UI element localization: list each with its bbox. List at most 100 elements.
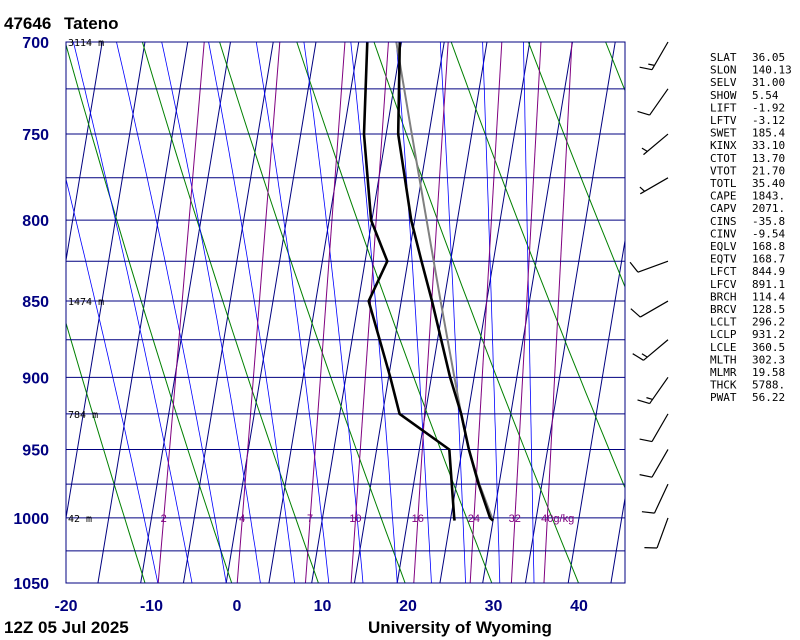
index-value: 844.9 bbox=[752, 265, 785, 278]
wind-barb-half-flag bbox=[648, 63, 655, 66]
mixing-ratio-label: 10 bbox=[349, 513, 361, 525]
moist-adiabat-line bbox=[255, 42, 330, 583]
index-label: CINS bbox=[710, 215, 737, 228]
isotherm-line bbox=[182, 42, 274, 583]
height-labels: 3114 m 1474 m 784 m 42 m bbox=[68, 38, 104, 525]
wind-barb-staff bbox=[637, 260, 669, 273]
index-value: 296.2 bbox=[752, 316, 785, 329]
mixing-ratio-line bbox=[543, 42, 573, 583]
mixing-ratio-label: 40g/kg bbox=[541, 513, 574, 525]
index-value: 31.00 bbox=[752, 76, 785, 89]
wind-barb bbox=[639, 41, 669, 71]
index-value: -3.12 bbox=[752, 114, 785, 127]
date-label: 12Z 05 Jul 2025 bbox=[4, 618, 129, 637]
index-value: 140.13 bbox=[752, 64, 792, 77]
moist-adiabat-line bbox=[303, 42, 364, 583]
index-label: MLTH bbox=[710, 353, 737, 366]
wind-barb bbox=[644, 517, 669, 549]
index-label: LCLP bbox=[710, 328, 737, 341]
sounding-profiles bbox=[362, 42, 495, 522]
isotherm-line bbox=[567, 237, 625, 583]
index-value: 185.4 bbox=[752, 127, 785, 140]
index-value: 168.8 bbox=[752, 240, 785, 253]
index-label: SLAT bbox=[710, 51, 737, 64]
isotherm-line bbox=[0, 42, 17, 583]
wind-barb-staff bbox=[643, 133, 669, 156]
index-label: KINX bbox=[710, 139, 737, 152]
pressure-axis-labels: 700 750 800 850 900 950 1000 1050 bbox=[13, 35, 49, 593]
wind-barb-flag bbox=[637, 399, 650, 405]
index-label: SELV bbox=[710, 76, 737, 89]
index-label: LCLT bbox=[710, 316, 737, 329]
index-label: CAPV bbox=[710, 202, 737, 215]
isotherm-line bbox=[225, 42, 317, 583]
mixing-ratio-label: 16 bbox=[412, 513, 424, 525]
index-value: -1.92 bbox=[752, 101, 785, 114]
wind-barb-staff bbox=[643, 339, 669, 361]
mixing-ratio-labels: 2 4 7 10 16 24 32 40g/kg bbox=[161, 513, 575, 525]
index-value: 19.58 bbox=[752, 366, 785, 379]
index-value: 168.7 bbox=[752, 253, 785, 266]
temperature-tick-label: -20 bbox=[54, 598, 77, 615]
wind-barb-staff bbox=[651, 413, 669, 442]
wind-barb-flag bbox=[632, 353, 644, 361]
pressure-tick-label: 950 bbox=[22, 442, 49, 459]
index-label: CAPE bbox=[710, 190, 737, 203]
plot-frame bbox=[65, 41, 626, 584]
temperature-tick-label: 0 bbox=[233, 598, 242, 615]
station-name: Tateno bbox=[64, 14, 118, 33]
wind-barb bbox=[630, 300, 669, 318]
index-label: EQLV bbox=[710, 240, 737, 253]
height-label: 1474 m bbox=[68, 297, 104, 308]
wind-barb-flag bbox=[641, 511, 655, 514]
dry-adiabat-line bbox=[66, 321, 146, 583]
moist-adiabat-line bbox=[66, 177, 159, 583]
height-label: 42 m bbox=[68, 514, 92, 525]
wind-barb-flag bbox=[639, 474, 653, 478]
moist-adiabat-line bbox=[395, 42, 432, 583]
isotherm-line bbox=[311, 42, 402, 583]
wind-barb bbox=[632, 339, 669, 361]
pressure-tick-label: 1050 bbox=[13, 576, 49, 593]
index-label: LFTV bbox=[710, 114, 737, 127]
moist-adiabat-line bbox=[116, 42, 227, 583]
index-label: CTOT bbox=[710, 152, 737, 165]
isotherm-line bbox=[353, 42, 445, 583]
wind-barb bbox=[641, 133, 669, 156]
wind-barb bbox=[639, 177, 669, 195]
index-value: 114.4 bbox=[752, 290, 785, 303]
isotherm-line bbox=[140, 42, 231, 583]
wind-barb-staff bbox=[653, 483, 669, 514]
isotherm-line bbox=[524, 42, 616, 583]
wind-barb-flag bbox=[637, 110, 650, 116]
index-value: 2071. bbox=[752, 202, 785, 215]
index-value: 35.40 bbox=[752, 177, 785, 190]
wind-barb-staff bbox=[651, 449, 669, 478]
wind-barb bbox=[637, 376, 669, 405]
index-value: 931.2 bbox=[752, 328, 785, 341]
height-label: 784 m bbox=[68, 410, 98, 421]
index-label: BRCH bbox=[710, 290, 737, 303]
index-label: SHOW bbox=[710, 89, 737, 102]
moist-adiabat-line bbox=[350, 42, 398, 583]
moist-adiabat-line bbox=[161, 42, 261, 583]
pressure-tick-label: 900 bbox=[22, 370, 49, 387]
mixing-ratio-label: 7 bbox=[307, 513, 313, 525]
index-value: 128.5 bbox=[752, 303, 785, 316]
wind-barb-half-flag bbox=[639, 186, 646, 192]
wind-barb-staff bbox=[656, 517, 669, 549]
wind-barb-staff bbox=[651, 41, 669, 71]
wind-barb-flag bbox=[629, 261, 639, 273]
pressure-tick-label: 800 bbox=[22, 213, 49, 230]
wind-barb-half-flag bbox=[641, 147, 648, 152]
pressure-tick-label: 850 bbox=[22, 294, 49, 311]
dry-adiabat-line bbox=[450, 42, 625, 490]
wind-barb-half-flag bbox=[641, 353, 648, 358]
wind-barb-staff bbox=[639, 177, 669, 195]
moist-adiabat-line bbox=[208, 42, 295, 583]
wind-barb-flag bbox=[639, 438, 653, 443]
temperature-tick-label: 20 bbox=[399, 598, 417, 615]
wind-barb bbox=[629, 260, 669, 273]
isotherm-line bbox=[66, 42, 146, 521]
